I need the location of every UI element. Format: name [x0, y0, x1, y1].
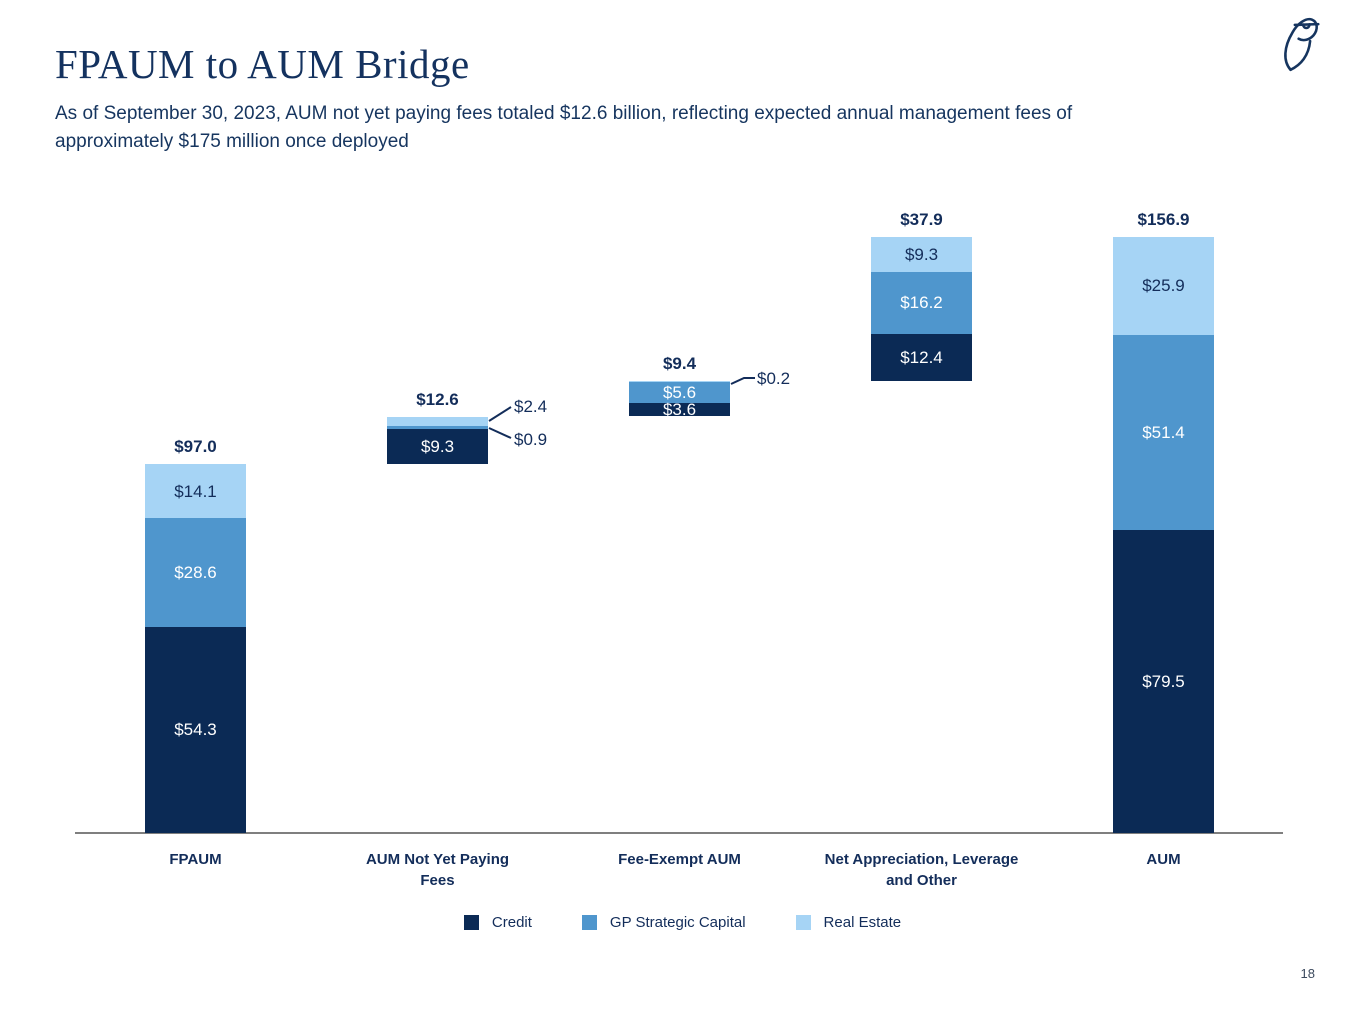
page-subtitle: As of September 30, 2023, AUM not yet pa… [55, 103, 1073, 152]
bar-total-label: $97.0 [174, 437, 217, 457]
segment-value-label: $28.6 [174, 562, 217, 582]
category-label: AUM [1146, 851, 1181, 868]
bar-segment-real-estate [387, 416, 488, 426]
callout-line [730, 377, 755, 385]
bar-segment-gp-strategic-capital: $5.6 [629, 381, 730, 403]
bar-segment-credit: $12.4 [871, 333, 972, 381]
segment-value-label: $25.9 [1142, 276, 1185, 296]
gp-strategic-capital-swatch-icon [581, 915, 597, 930]
segment-value-label: $9.3 [420, 437, 455, 457]
bar-segment-gp-strategic-capital: $16.2 [871, 272, 972, 334]
page-title: FPAUM to AUM Bridge [55, 41, 470, 87]
bar-segment-real-estate: $9.3 [871, 236, 972, 273]
segment-value-label: $12.4 [900, 347, 943, 367]
bar-fpaum: $14.1 $28.6 $54.3 [145, 464, 246, 833]
bar-aum-not-yet-paying: $9.3 [387, 416, 488, 465]
bar-segment-credit: $9.3 [387, 429, 488, 465]
legend-item-real-estate: Real Estate [795, 914, 902, 931]
legend-item-gp-strategic-capital: GP Strategic Capital [581, 914, 746, 931]
segment-value-label: $16.2 [900, 293, 943, 313]
credit-swatch-icon [463, 915, 479, 930]
segment-value-label: $51.4 [1142, 423, 1185, 443]
bar-segment-gp-strategic-capital [387, 425, 488, 430]
x-axis-line [75, 832, 1283, 834]
bar-total-label: $156.9 [1137, 209, 1190, 229]
segment-value-label: $5.6 [662, 382, 697, 402]
legend-label: Credit [491, 914, 532, 931]
page-number: 18 [1300, 966, 1315, 981]
bar-total-label: $37.9 [900, 209, 943, 229]
segment-value-label: $54.3 [174, 720, 217, 740]
bar-segment-gp-strategic-capital: $28.6 [145, 517, 246, 627]
segment-value-label: $14.1 [174, 481, 217, 501]
bar-segment-credit: $3.6 [629, 400, 730, 420]
segment-value-label: $79.5 [1142, 672, 1185, 692]
callout-line [488, 427, 512, 439]
bar-net-appreciation-leverage: $9.3 $16.2 $12.4 [871, 236, 972, 381]
legend-label: Real Estate [823, 914, 902, 931]
bar-segment-credit: $54.3 [145, 626, 246, 833]
segment-value-label: $9.3 [904, 244, 939, 264]
bar-total-label: $12.6 [416, 389, 459, 409]
legend-item-credit: Credit [463, 914, 532, 931]
real-estate-swatch-icon [795, 915, 811, 930]
category-label: Fee-Exempt AUM [618, 851, 741, 868]
bar-fee-exempt-aum: $5.6 $3.6 [629, 380, 730, 420]
blue-owl-logo-icon [1281, 12, 1323, 76]
bar-segment-gp-strategic-capital: $51.4 [1113, 335, 1214, 531]
callout-value-label: $0.2 [757, 369, 791, 388]
bar-aum: $25.9 $51.4 $79.5 [1113, 236, 1214, 833]
bar-segment-real-estate: $25.9 [1113, 236, 1214, 336]
segment-value-label: $3.6 [662, 400, 697, 420]
bar-segment-real-estate [629, 380, 730, 382]
chart-legend: Credit GP Strategic Capital Real Estate [0, 914, 1365, 931]
bar-total-label: $9.4 [662, 353, 697, 373]
legend-label: GP Strategic Capital [609, 914, 746, 931]
bar-segment-credit: $79.5 [1113, 530, 1214, 833]
callout-value-label: $0.9 [514, 430, 548, 449]
category-label: AUM Not Yet Paying Fees [365, 851, 510, 889]
callout-value-label: $2.4 [514, 397, 548, 416]
bar-segment-real-estate: $14.1 [145, 464, 246, 518]
category-label: FPAUM [169, 851, 222, 868]
category-label: Net Appreciation, Leverage and Other [824, 851, 1019, 889]
